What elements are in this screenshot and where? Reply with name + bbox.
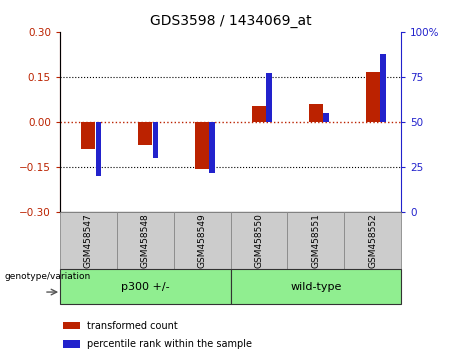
Bar: [81, 122, 95, 149]
Bar: [153, 122, 158, 158]
Text: GSM458548: GSM458548: [141, 213, 150, 268]
Text: wild-type: wild-type: [290, 282, 342, 292]
Bar: [138, 122, 152, 145]
Bar: [209, 122, 215, 173]
Text: GSM458551: GSM458551: [311, 213, 320, 268]
Text: GSM458552: GSM458552: [368, 213, 377, 268]
Bar: [380, 53, 386, 122]
Bar: [266, 73, 272, 122]
Text: GSM458549: GSM458549: [198, 213, 207, 268]
Bar: [366, 73, 380, 122]
Text: GSM458547: GSM458547: [84, 213, 93, 268]
Bar: [174, 212, 230, 269]
Bar: [60, 212, 117, 269]
Title: GDS3598 / 1434069_at: GDS3598 / 1434069_at: [150, 14, 311, 28]
Bar: [63, 340, 80, 348]
Text: percentile rank within the sample: percentile rank within the sample: [87, 339, 252, 349]
Bar: [96, 122, 101, 176]
Text: GSM458550: GSM458550: [254, 213, 263, 268]
Bar: [230, 212, 287, 269]
Bar: [230, 269, 401, 304]
Bar: [195, 122, 209, 169]
Bar: [63, 322, 80, 329]
Text: transformed count: transformed count: [87, 320, 178, 331]
Text: p300 +/-: p300 +/-: [121, 282, 170, 292]
Bar: [60, 269, 230, 304]
Bar: [309, 104, 323, 122]
Bar: [287, 212, 344, 269]
Bar: [323, 113, 329, 122]
Bar: [117, 212, 174, 269]
Bar: [344, 212, 401, 269]
Text: genotype/variation: genotype/variation: [5, 272, 91, 281]
Bar: [252, 105, 266, 122]
